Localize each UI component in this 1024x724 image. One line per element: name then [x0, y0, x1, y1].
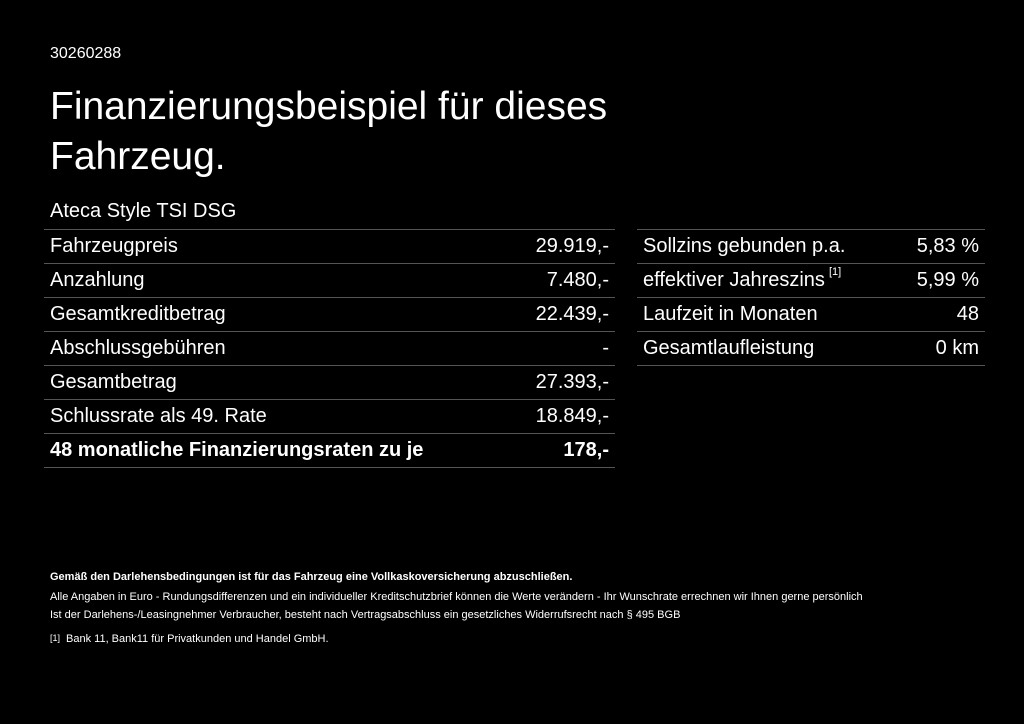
- row-label: Gesamtkreditbetrag: [50, 303, 226, 325]
- row-value: 29.919,-: [535, 235, 609, 257]
- row-label: effektiver Jahreszins [1]: [643, 266, 842, 292]
- footnote: [1] Bank 11, Bank11 für Privatkunden und …: [50, 633, 329, 645]
- row-label: Laufzeit in Monaten: [643, 303, 818, 325]
- table-row: Abschlussgebühren -: [44, 332, 615, 366]
- row-label: Sollzins gebunden p.a.: [643, 235, 846, 257]
- table-row: Laufzeit in Monaten 48: [637, 298, 985, 332]
- footnote-mark: [1]: [50, 633, 61, 643]
- table-row: Fahrzeugpreis 29.919,-: [44, 230, 615, 264]
- row-label: Schlussrate als 49. Rate: [50, 405, 267, 427]
- row-label: Gesamtlaufleistung: [643, 337, 815, 359]
- table-row: 48 monatliche Finanzierungsraten zu je 17…: [44, 434, 615, 468]
- table-row: Gesamtlaufleistung 0 km: [637, 332, 985, 366]
- row-label: Gesamtbetrag: [50, 371, 177, 393]
- note: Ist der Darlehens-/Leasingnehmer Verbrau…: [50, 609, 681, 621]
- row-label: Abschlussgebühren: [50, 337, 226, 359]
- title: Finanzierungsbeispiel für dieses Fahrzeu…: [50, 82, 607, 182]
- left-table: Fahrzeugpreis 29.919,- Anzahlung 7.480,- Ges…: [44, 229, 615, 468]
- footnote-text: Bank 11, Bank11 für Privatkunden und Han…: [66, 633, 329, 645]
- row-value: 0 km: [935, 337, 979, 359]
- row-value: 178,-: [563, 439, 609, 461]
- row-value: 5,99 %: [916, 269, 979, 291]
- vehicle-id: 30260288: [50, 45, 122, 62]
- row-label: Fahrzeugpreis: [50, 235, 178, 257]
- model: Ateca Style TSI DSG: [50, 200, 237, 222]
- row-label: effektiver Jahreszins: [643, 269, 825, 291]
- note: Alle Angaben in Euro - Rundungsdifferenz…: [50, 591, 863, 603]
- table-row: Gesamtkreditbetrag 22.439,-: [44, 298, 615, 332]
- table-row: Gesamtbetrag 27.393,-: [44, 366, 615, 400]
- footnote-ref: [1]: [828, 266, 842, 278]
- row-value: 22.439,-: [535, 303, 609, 325]
- row-value: 27.393,-: [535, 371, 609, 393]
- table-row: Sollzins gebunden p.a. 5,83 %: [637, 230, 985, 264]
- table-row: Anzahlung 7.480,-: [44, 264, 615, 298]
- row-value: -: [602, 337, 609, 359]
- table-row: effektiver Jahreszins [1] 5,99 %: [637, 264, 985, 298]
- row-value: 18.849,-: [535, 405, 609, 427]
- row-value: 5,83 %: [916, 235, 979, 257]
- row-value: 7.480,-: [546, 269, 609, 291]
- right-table: Sollzins gebunden p.a. 5,83 % effektiver J…: [637, 229, 985, 366]
- row-value: 48: [956, 303, 979, 325]
- note-bold: Gemäß den Darlehensbedingungen ist für d…: [50, 571, 573, 583]
- table-row: Schlussrate als 49. Rate 18.849,-: [44, 400, 615, 434]
- title-line: Fahrzeug.: [50, 135, 226, 178]
- title-line: Finanzierungsbeispiel für dieses: [50, 85, 608, 128]
- row-label: 48 monatliche Finanzierungsraten zu je: [50, 439, 424, 461]
- row-label: Anzahlung: [50, 269, 145, 291]
